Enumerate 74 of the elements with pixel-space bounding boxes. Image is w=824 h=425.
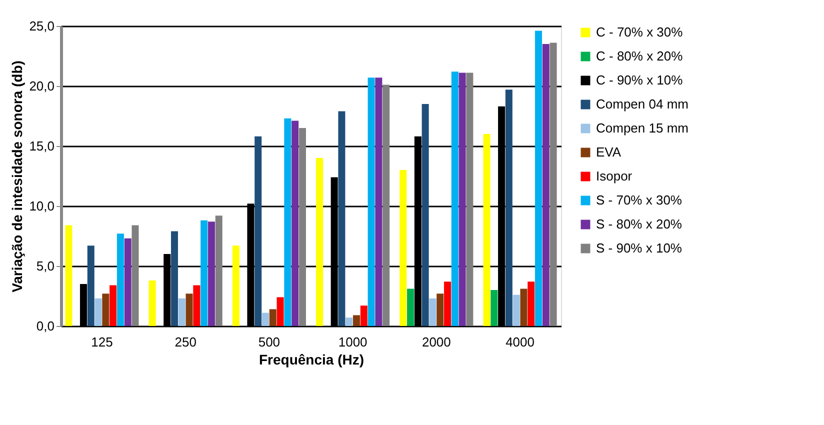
legend-label: Isopor — [596, 168, 633, 184]
bar — [116, 234, 124, 326]
bar — [422, 104, 429, 326]
bar — [429, 298, 436, 326]
bar — [458, 72, 466, 326]
bar — [292, 120, 299, 326]
legend-label: S - 70% x 30% — [596, 192, 682, 208]
y-axis-title: Variação de intesidade sonora (db) — [9, 60, 26, 292]
bar — [232, 246, 240, 326]
bar — [284, 118, 292, 326]
x-tick-label: 500 — [258, 334, 280, 350]
x-tick-label: 125 — [91, 334, 113, 350]
legend-label: C - 80% x 20% — [596, 48, 684, 64]
bar — [528, 282, 535, 326]
bar — [346, 318, 353, 326]
bar — [360, 306, 368, 326]
bar — [110, 285, 117, 326]
bar — [444, 282, 452, 326]
legend-label: Compen 15 mm — [596, 120, 688, 136]
bar — [375, 78, 382, 326]
y-tick-label: 10,0 — [29, 198, 54, 214]
y-tick-label: 15,0 — [29, 138, 54, 154]
bar — [368, 78, 375, 326]
x-axis-title: Frequência (Hz) — [258, 352, 364, 368]
bar — [298, 128, 306, 326]
bar — [269, 309, 276, 326]
bar — [451, 72, 458, 326]
bar — [94, 298, 102, 326]
x-tick-label: 1000 — [338, 334, 368, 350]
bar — [87, 246, 94, 326]
bar — [338, 111, 346, 326]
legend-label: Compen 04 mm — [596, 96, 688, 112]
bar — [254, 136, 262, 326]
bar — [550, 42, 557, 326]
bar — [148, 280, 156, 326]
bar — [208, 222, 215, 326]
bar — [353, 315, 360, 326]
y-tick-label: 25,0 — [29, 18, 54, 34]
bar — [316, 158, 324, 326]
bar — [407, 288, 414, 326]
bar — [178, 298, 186, 326]
legend-label: S - 80% x 20% — [596, 216, 682, 232]
bar — [262, 312, 269, 326]
bar — [65, 225, 72, 326]
bar — [193, 285, 200, 326]
bar — [535, 30, 542, 326]
bar — [124, 238, 132, 326]
bar — [490, 290, 498, 326]
bar — [505, 90, 512, 326]
bar — [200, 220, 208, 326]
legend-label: C - 70% x 30% — [596, 24, 684, 40]
bar — [102, 294, 110, 326]
bar — [400, 170, 407, 326]
bar — [542, 44, 550, 326]
bar — [276, 297, 284, 326]
legend-label: C - 90% x 10% — [596, 72, 684, 88]
bar — [382, 84, 390, 326]
y-tick-label: 20,0 — [29, 78, 54, 94]
x-tick-label: 2000 — [422, 334, 451, 350]
bar — [186, 294, 193, 326]
bar — [520, 288, 528, 326]
bar — [466, 72, 474, 326]
y-tick-label: 0,0 — [36, 318, 54, 334]
bar — [512, 294, 520, 326]
bar — [132, 225, 139, 326]
y-tick-label: 5,0 — [36, 258, 54, 274]
bar — [483, 134, 490, 326]
bar — [170, 231, 178, 326]
bar — [436, 294, 444, 326]
x-tick-label: 250 — [174, 334, 196, 350]
bar — [215, 216, 222, 326]
x-tick-label: 4000 — [506, 334, 534, 350]
legend-label: S - 90% x 10% — [596, 240, 682, 256]
legend-label: EVA — [596, 144, 622, 160]
